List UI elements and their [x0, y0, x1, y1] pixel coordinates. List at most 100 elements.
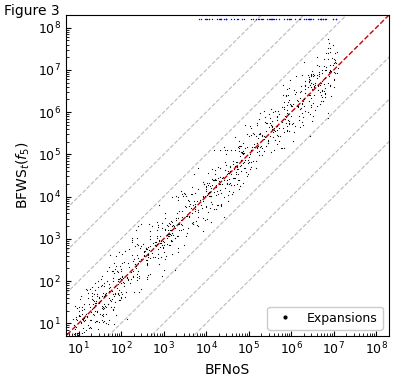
- Point: [125, 260, 131, 266]
- Point: [172, 224, 179, 230]
- Point: [94, 309, 101, 315]
- Point: [208, 201, 215, 207]
- Point: [74, 330, 81, 336]
- Point: [316, 69, 322, 75]
- Point: [96, 300, 103, 306]
- Point: [298, 105, 304, 111]
- Point: [100, 311, 106, 317]
- Point: [297, 106, 303, 113]
- Point: [255, 135, 262, 142]
- Point: [311, 71, 317, 78]
- Point: [267, 122, 274, 128]
- Point: [203, 180, 210, 186]
- Point: [146, 233, 153, 240]
- Point: [226, 181, 233, 187]
- Point: [282, 120, 289, 126]
- Point: [305, 98, 312, 105]
- Point: [87, 323, 93, 330]
- Point: [137, 243, 144, 249]
- Point: [288, 16, 295, 23]
- Point: [106, 287, 113, 294]
- Point: [175, 196, 181, 203]
- Point: [319, 87, 325, 93]
- Point: [95, 294, 102, 300]
- Point: [267, 133, 274, 139]
- Point: [323, 67, 329, 73]
- Point: [189, 184, 196, 191]
- Point: [254, 140, 261, 146]
- Point: [207, 183, 213, 189]
- Point: [115, 269, 121, 275]
- Point: [133, 240, 140, 247]
- Point: [110, 291, 116, 298]
- Point: [297, 89, 303, 96]
- Point: [298, 109, 305, 116]
- Point: [224, 170, 231, 176]
- Point: [237, 162, 244, 168]
- Point: [237, 183, 244, 189]
- Point: [158, 254, 164, 260]
- Point: [226, 168, 233, 174]
- Point: [91, 299, 98, 306]
- Point: [314, 103, 320, 109]
- Point: [175, 227, 182, 233]
- Point: [92, 308, 98, 314]
- Point: [76, 330, 82, 336]
- Point: [130, 268, 137, 274]
- Point: [188, 191, 194, 197]
- Point: [78, 319, 84, 326]
- Point: [182, 191, 188, 197]
- Point: [319, 93, 325, 100]
- Point: [315, 82, 322, 89]
- Point: [119, 260, 125, 266]
- Point: [105, 301, 112, 307]
- Point: [101, 292, 107, 299]
- Point: [333, 60, 339, 67]
- Point: [162, 256, 168, 262]
- Point: [198, 201, 204, 208]
- Point: [271, 147, 278, 153]
- Point: [194, 214, 201, 220]
- Point: [214, 16, 221, 23]
- Point: [189, 210, 195, 216]
- Point: [74, 305, 80, 311]
- Point: [133, 271, 140, 277]
- Point: [298, 88, 305, 94]
- Point: [320, 97, 326, 103]
- Point: [310, 73, 317, 79]
- Point: [226, 170, 232, 176]
- Point: [195, 223, 201, 229]
- Point: [244, 157, 251, 163]
- Point: [299, 101, 305, 107]
- Point: [86, 317, 93, 323]
- Point: [99, 305, 106, 311]
- Point: [109, 296, 115, 302]
- Point: [267, 120, 273, 127]
- Point: [232, 159, 239, 165]
- Point: [178, 217, 185, 223]
- Point: [318, 16, 325, 23]
- Point: [284, 109, 290, 116]
- Point: [101, 283, 107, 289]
- Point: [302, 82, 309, 89]
- Point: [110, 307, 116, 313]
- Point: [308, 102, 314, 108]
- Point: [255, 143, 261, 149]
- Point: [210, 177, 216, 183]
- Point: [135, 268, 142, 274]
- Point: [292, 91, 299, 97]
- Point: [167, 237, 174, 243]
- Point: [310, 100, 316, 106]
- Point: [151, 241, 158, 248]
- Point: [157, 240, 163, 247]
- Point: [248, 132, 254, 138]
- Point: [154, 227, 160, 234]
- Point: [201, 181, 207, 187]
- Point: [242, 165, 248, 171]
- Point: [160, 244, 166, 250]
- Point: [331, 69, 337, 75]
- Point: [175, 249, 181, 255]
- Point: [179, 214, 185, 220]
- Point: [169, 251, 175, 257]
- Point: [306, 16, 312, 23]
